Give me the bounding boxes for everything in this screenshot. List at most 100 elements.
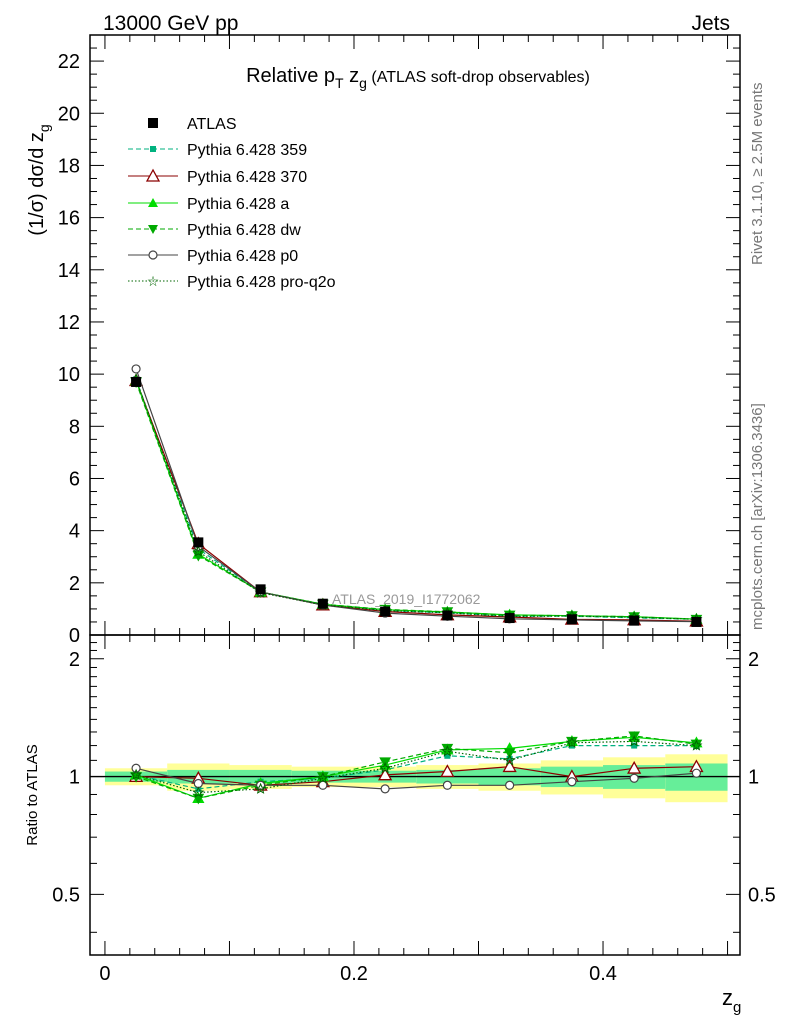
x-axis-label: zg [722,985,741,1016]
ratio-point-pp0 [629,773,639,783]
ratio-point-pp0 [193,778,203,789]
atlas-point [317,598,328,609]
ratio-point-pp0 [380,784,390,794]
ratio-point-pq2o [379,761,392,774]
ratio-point-pp0 [442,780,452,790]
y-tick-label-ratio: 1 [69,767,80,789]
main-series-lines [128,364,704,627]
y-tick-label-ratio-right: 1 [748,767,759,789]
y-tick-label-main: 20 [58,103,80,125]
y-tick-label-ratio-right: 0.5 [748,884,776,906]
atlas-point [566,614,577,625]
legend-marker-dw [148,225,158,234]
legend-entry-q2o: ☆ Pythia 6.428 pro-q2o [128,273,336,291]
ratio-point-pdw [441,743,454,755]
series-line-p370 [135,380,697,622]
legend-label-p0: Pythia 6.428 p0 [187,248,298,265]
ratio-point-pp0 [505,780,515,790]
legend-label-q2o: Pythia 6.428 pro-q2o [187,274,336,291]
ratio-uncertainty-bands [90,754,740,803]
analysis-watermark: ATLAS_2019_I1772062 [332,591,481,607]
y-tick-label-main: 12 [58,312,80,334]
ratio-point-pp0 [131,763,141,773]
legend-entry-359: Pythia 6.428 359 [128,142,307,159]
ratio-point-p359 [444,752,451,759]
ratio-point-pdw [503,748,516,759]
side-text-top: Rivet 3.1.10, ≥ 2.5M events [749,83,766,266]
ratio-point-pq2o [254,782,267,794]
series-point-pq2o [192,545,205,557]
y-tick-label-main: 14 [58,260,80,282]
atlas-point [504,613,515,624]
y-tick-label-main: 4 [69,521,80,543]
ratio-point-p370 [627,760,642,774]
y-tick-label-main: 6 [69,468,80,490]
ratio-line-pdw [135,735,697,799]
ratio-point-pq2o [130,768,143,780]
y-tick-label-main: 2 [69,573,80,595]
legend: ATLAS Pythia 6.428 359 Pythia 6.428 370 … [128,116,336,291]
legend-label-a: Pythia 6.428 a [187,196,289,213]
ratio-point-pq2o [316,772,329,784]
ratio-line-pq2o [135,740,697,794]
y-axis-label-ratio: Ratio to ATLAS [24,744,41,845]
series-line-pq2o [135,379,697,620]
legend-label-atlas: ATLAS [187,116,237,133]
legend-marker-370 [145,168,161,182]
ratio-point-pp0 [318,780,328,790]
ratio-point-p370 [440,764,455,777]
axis-ticks [90,34,740,955]
legend-entry-370: Pythia 6.428 370 [128,168,307,186]
legend-marker-p0 [148,250,158,260]
series-point-pp0 [131,364,141,374]
series-line-pdw [135,381,697,620]
atlas-point [442,610,453,621]
ratio-series-lines [128,730,704,805]
header-right: Jets [691,12,730,35]
y-tick-label-main: 16 [58,208,80,230]
x-tick-label: 0.2 [340,963,368,985]
y-tick-label-ratio: 2 [69,649,80,671]
legend-entry-atlas: ATLAS [148,116,237,133]
legend-marker-atlas [148,118,158,128]
legend-entry-a: Pythia 6.428 a [128,196,289,213]
chart-title: Relative pT zg (ATLAS soft-drop observab… [246,65,590,91]
atlas-point [131,376,142,387]
header-left: 13000 GeV pp [103,12,238,35]
y-tick-label-ratio: 0.5 [52,884,80,906]
ratio-line-p359 [135,744,697,790]
x-tick-label: 0 [99,963,110,985]
atlas-point [380,606,391,617]
ratio-line-p370 [136,766,697,786]
y-tick-label-main: 18 [58,155,80,177]
atlas-point [193,537,204,548]
y-tick-label-main: 0 [69,625,80,647]
ratio-point-pq2o [441,744,454,757]
ratio-point-p370 [378,767,393,781]
legend-marker-359 [150,146,156,152]
series-line-pa [135,380,697,620]
legend-marker-a [148,198,158,207]
legend-label-dw: Pythia 6.428 dw [187,222,301,239]
ratio-point-p359 [631,742,638,749]
y-tick-label-main: 22 [58,51,80,73]
ratio-point-pq2o [628,735,641,747]
y-tick-label-ratio-right: 2 [748,649,759,671]
ratio-point-pp0 [691,768,702,778]
ratio-point-p370 [502,759,517,773]
ratio-point-pq2o [690,739,703,751]
series-line-pp0 [135,368,697,623]
atlas-point [255,584,266,595]
x-tick-label: 0.4 [589,963,617,985]
atlas-point [691,616,702,627]
ratio-line-pp0 [135,767,697,790]
y-axis-label-main: (1/σ) dσ/d zg [26,124,52,235]
ratio-point-pq2o [565,736,578,748]
ratio-point-pp0 [567,777,577,787]
series-line-p359 [135,379,697,620]
atlas-point [629,615,640,626]
side-text-bottom: mcplots.cern.ch [arXiv:1306.3436] [749,403,766,630]
y-tick-label-main: 8 [69,416,80,438]
ratio-plot-frame [89,634,741,956]
